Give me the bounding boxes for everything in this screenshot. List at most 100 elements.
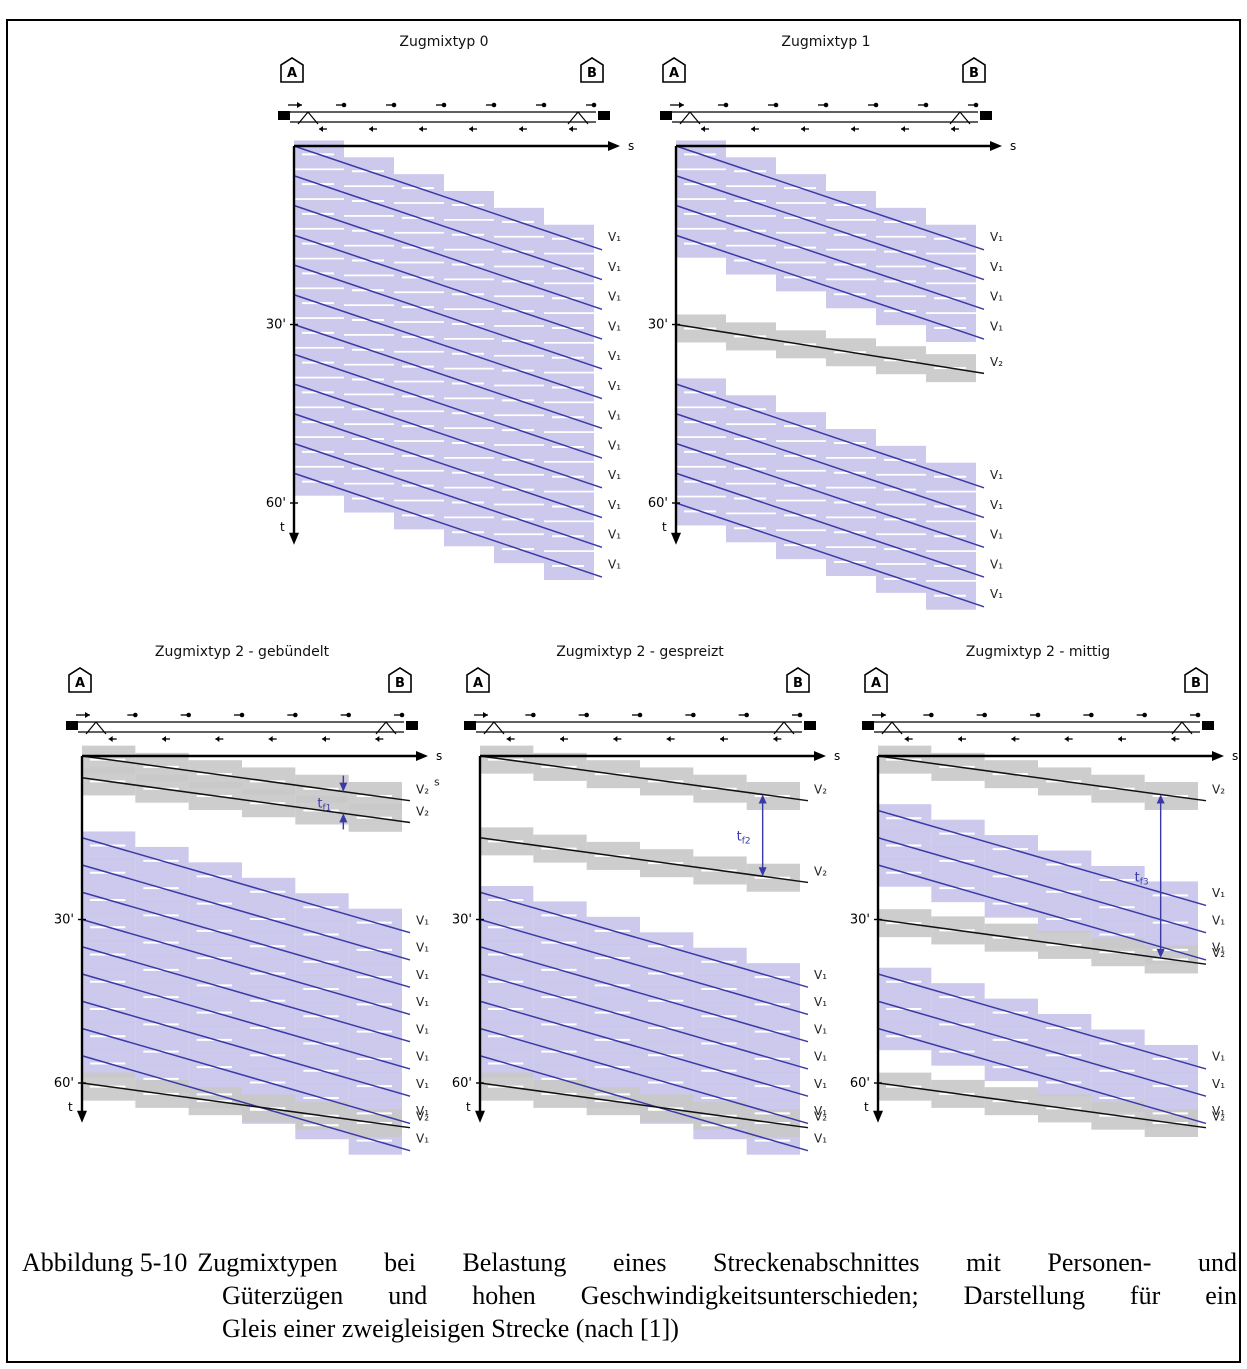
speed-label: V₁: [608, 260, 621, 274]
signal-lower-head: [1011, 736, 1016, 742]
switch-b: [567, 111, 589, 125]
train-path-v1: [675, 204, 985, 311]
speed-label: V₁: [990, 498, 1003, 512]
switch-a: [881, 721, 903, 735]
train-path-v1: [675, 383, 985, 489]
switch-a: [85, 721, 107, 735]
train-path-v1: [675, 234, 985, 340]
signal-upper-lamp: [341, 102, 347, 108]
signal-lower-head: [851, 126, 855, 132]
headway-label-symbol: t: [317, 797, 322, 812]
axis-t-arrow: [873, 1110, 883, 1123]
signal-upper-lamp: [584, 712, 589, 718]
signal-lower-head: [951, 126, 955, 132]
headway-arrow-bottom: [339, 813, 348, 823]
train-path-v1: [81, 1027, 411, 1125]
train-path-v1: [675, 175, 985, 281]
switch-a: [297, 111, 319, 125]
signal-upper-lamp: [873, 102, 879, 108]
headway-label: tf3: [1135, 870, 1149, 887]
signal-upper-lamp: [1035, 712, 1041, 718]
station-a-shape: [662, 57, 686, 83]
panel-title: Zugmixtyp 2 - gespreizt: [556, 644, 724, 660]
speed-label: V₁: [416, 1022, 429, 1036]
caption-line-1: Abbildung 5-10 Zugmixtypen bei Belastung…: [22, 1246, 1237, 1279]
signal-lower-head: [1064, 736, 1069, 742]
train-path-v1: [877, 864, 1207, 961]
buffer-stop-b: [804, 721, 816, 730]
speed-label: V₁: [1212, 1104, 1225, 1118]
station-a-shape: [68, 667, 92, 693]
figure-caption: Abbildung 5-10 Zugmixtypen bei Belastung…: [22, 1246, 1237, 1345]
signal-lower-head: [369, 126, 373, 132]
station-a: A: [864, 667, 888, 693]
train-path-v1: [675, 145, 985, 251]
signal-upper-lamp: [491, 102, 497, 108]
panel-title: Zugmixtyp 1: [781, 34, 870, 50]
train-path-v1: [293, 472, 603, 578]
station-b-shape: [1184, 667, 1208, 693]
train-path-v1: [675, 472, 985, 578]
speed-label: V₁: [608, 528, 621, 542]
train-path-v1: [293, 234, 603, 340]
signal-lower-head: [215, 736, 220, 742]
speed-label: V₂: [1212, 946, 1225, 960]
signal-upper-lamp: [346, 712, 351, 718]
speed-label: V₁: [814, 1022, 827, 1036]
signal-upper-lamp: [441, 102, 447, 108]
signal-upper-lamp: [744, 712, 749, 718]
speed-label: V₁: [416, 1104, 429, 1118]
speed-label: V₁: [416, 941, 429, 955]
speed-label: V₁: [608, 379, 621, 393]
signal-lower-head: [519, 126, 523, 132]
speed-label: V₁: [814, 995, 827, 1009]
train-path-v1: [293, 145, 603, 251]
caption-line-2: Güterzügen und hohen Geschwindigkeitsunt…: [222, 1281, 1237, 1310]
speed-label: V₁: [1212, 913, 1225, 927]
headway-label-symbol: t: [737, 829, 742, 844]
train-path-v1: [877, 1027, 1207, 1125]
switch-b: [949, 111, 971, 125]
signal-lower-head: [108, 736, 113, 742]
signal-lower-head: [701, 126, 705, 132]
speed-label: V₂: [416, 783, 429, 797]
axis-t-arrow: [671, 532, 681, 545]
axis-t-label: t: [280, 520, 285, 534]
station-a-shape: [280, 57, 304, 83]
speed-label: V₁: [990, 260, 1003, 274]
panel-title: Zugmixtyp 2 - mittig: [966, 644, 1110, 660]
train-path-v2: [877, 1082, 1207, 1129]
speed-label: V₁: [608, 438, 621, 452]
train-path-v1: [877, 837, 1207, 934]
panel-title: Zugmixtyp 2 - gebündelt: [155, 644, 330, 660]
signal-lower-head: [613, 736, 618, 742]
signal-lower-head: [773, 736, 778, 742]
signal-upper-lamp: [923, 102, 929, 108]
axis-s-label: s: [1232, 749, 1238, 763]
speed-label: V₁: [416, 995, 429, 1009]
headway-arrow-top: [339, 782, 348, 792]
speed-label: V₁: [608, 290, 621, 304]
train-path-v1: [81, 864, 411, 961]
speed-label: V₁: [416, 1077, 429, 1091]
signal-upper-lamp: [239, 712, 245, 718]
station-a-shape: [466, 667, 490, 693]
signal-upper-lamp: [531, 712, 536, 718]
train-path-v2: [479, 837, 809, 884]
signal-lower-head: [904, 736, 909, 742]
buffer-stop-a: [464, 721, 476, 730]
axis-t-label: t: [864, 1100, 869, 1114]
signal-lower-head: [375, 736, 380, 742]
signal-lower-head: [1171, 736, 1176, 742]
station-b-label: B: [793, 676, 803, 691]
speed-label: V₁: [416, 1131, 429, 1145]
speed-label: V₂: [814, 783, 827, 797]
train-path-v1: [81, 973, 411, 1070]
train-path-v2: [479, 755, 809, 802]
speed-label: V₁: [608, 319, 621, 333]
speed-label: V₂: [416, 1110, 429, 1124]
train-path-v1: [293, 264, 603, 370]
tick-label-60: 60': [452, 1076, 472, 1091]
speed-label: V₁: [608, 230, 621, 244]
